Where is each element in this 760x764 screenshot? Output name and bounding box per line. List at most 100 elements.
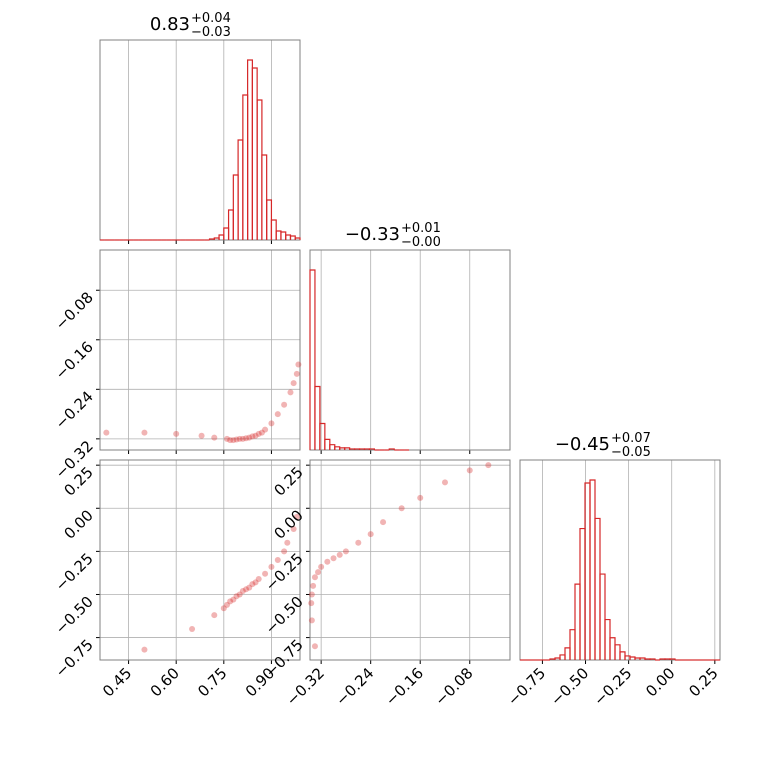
sample-point	[230, 596, 237, 603]
histogram-bin	[280, 231, 287, 240]
title-value: −0.33	[345, 224, 400, 245]
sample-point	[367, 531, 374, 538]
histogram-bin	[251, 67, 258, 240]
sample-point	[249, 433, 256, 440]
title-value: −0.45	[555, 434, 610, 455]
sample-point	[281, 401, 288, 408]
sample-point	[485, 462, 492, 469]
sample-point	[310, 582, 317, 589]
sample-point	[258, 429, 265, 436]
sample-point	[243, 586, 250, 593]
histogram-bin	[261, 154, 268, 240]
sample-point	[223, 601, 230, 608]
histogram-bin	[270, 219, 277, 240]
sample-point	[268, 563, 275, 570]
sample-point	[211, 434, 218, 441]
sample-point	[398, 505, 405, 512]
sample-point	[103, 429, 110, 436]
sample-point	[243, 435, 250, 442]
histogram-bin	[574, 583, 581, 660]
sample-point	[211, 612, 218, 619]
x-tick-label: −0.32	[283, 664, 328, 709]
histogram-bin	[223, 227, 230, 240]
sample-point	[281, 548, 288, 555]
x-tick-label: 0.45	[99, 664, 135, 700]
sample-point	[189, 625, 196, 632]
histogram-bin	[242, 94, 249, 240]
panel-frame	[99, 39, 301, 241]
sample-point	[141, 646, 148, 653]
title-upper: +0.04	[191, 11, 231, 26]
x-tick-label: 0.00	[642, 664, 678, 700]
x-tick-label: 0.75	[194, 664, 230, 700]
histogram-bin	[329, 444, 336, 450]
sample-point	[355, 539, 362, 546]
histogram-bin	[294, 237, 301, 240]
sample-point	[262, 570, 269, 577]
y-tick-label: −0.75	[52, 636, 97, 681]
sample-point	[290, 525, 297, 532]
histogram-bin	[609, 637, 616, 660]
histogram-bin	[589, 479, 596, 660]
histogram-bin	[579, 527, 586, 660]
sample-point	[318, 563, 325, 570]
histogram-bin	[564, 647, 571, 660]
sample-point	[308, 600, 315, 607]
x-tick-label: 0.60	[147, 664, 183, 700]
sample-point	[293, 513, 300, 520]
sample-point	[274, 557, 281, 563]
panel-frame	[309, 459, 511, 661]
x-tick-label: −0.50	[547, 664, 592, 709]
sample-point	[239, 435, 246, 442]
histogram-bin	[569, 629, 576, 660]
panel-frame	[99, 249, 301, 451]
panel-frame	[309, 249, 511, 451]
sample-point	[239, 588, 246, 595]
title-upper: +0.07	[611, 431, 651, 446]
sample-point	[308, 617, 315, 624]
panel-frame	[99, 459, 301, 661]
histogram-bin	[614, 644, 621, 660]
histogram-bin	[314, 385, 321, 450]
sample-point	[255, 575, 262, 582]
sample-point	[141, 429, 148, 436]
sample-point	[236, 591, 243, 598]
histogram-bin	[227, 209, 234, 240]
y-tick-label: −0.08	[52, 288, 97, 333]
sample-point	[262, 426, 269, 433]
sample-point	[227, 437, 234, 444]
x-tick-label: −0.75	[504, 664, 549, 709]
sample-point	[287, 389, 294, 396]
y-tick-label: −0.16	[52, 338, 97, 383]
y-tick-label: 0.25	[270, 463, 306, 499]
title-lower: −0.00	[401, 235, 441, 250]
sample-point	[342, 548, 349, 555]
sample-point	[466, 467, 473, 474]
sample-point	[324, 558, 331, 565]
sample-point	[236, 435, 243, 442]
sample-point	[230, 437, 237, 444]
sample-point	[441, 479, 448, 486]
histogram-bin	[619, 651, 626, 660]
sample-point	[293, 370, 300, 377]
histogram-bin	[285, 234, 292, 240]
sample-point	[246, 434, 253, 441]
histogram-bin	[604, 618, 611, 660]
histogram-bin	[559, 654, 566, 660]
histogram-bin	[275, 230, 282, 240]
title-upper: +0.01	[401, 221, 441, 236]
sample-point	[249, 581, 256, 588]
sample-point	[311, 574, 318, 581]
histogram-bin	[256, 99, 263, 240]
x-tick-label: −0.25	[590, 664, 635, 709]
sample-point	[198, 432, 205, 439]
histogram-bin	[324, 438, 331, 450]
histogram-bin	[624, 655, 631, 660]
x-tick-label: −0.16	[382, 664, 427, 709]
sample-point	[380, 519, 387, 526]
sample-point	[246, 584, 253, 591]
y-tick-label: −0.50	[52, 593, 97, 638]
sample-point	[290, 380, 297, 387]
sample-point	[268, 420, 275, 427]
